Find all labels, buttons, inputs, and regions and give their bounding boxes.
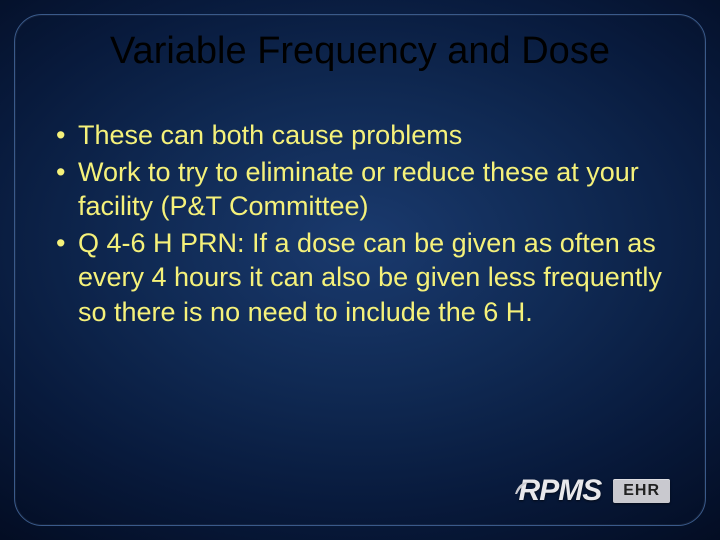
slide-title: Variable Frequency and Dose	[0, 30, 720, 73]
logo-area: RPMS EHR	[519, 474, 670, 508]
swoosh-icon	[513, 476, 535, 498]
bullet-item: Work to try to eliminate or reduce these…	[50, 155, 670, 224]
ehr-badge: EHR	[613, 479, 670, 503]
slide: Variable Frequency and Dose These can bo…	[0, 0, 720, 540]
bullet-item: Q 4-6 H PRN: If a dose can be given as o…	[50, 226, 670, 330]
bullet-list: These can both cause problems Work to tr…	[50, 118, 670, 331]
bullet-item: These can both cause problems	[50, 118, 670, 153]
rpms-logo: RPMS	[519, 474, 602, 508]
